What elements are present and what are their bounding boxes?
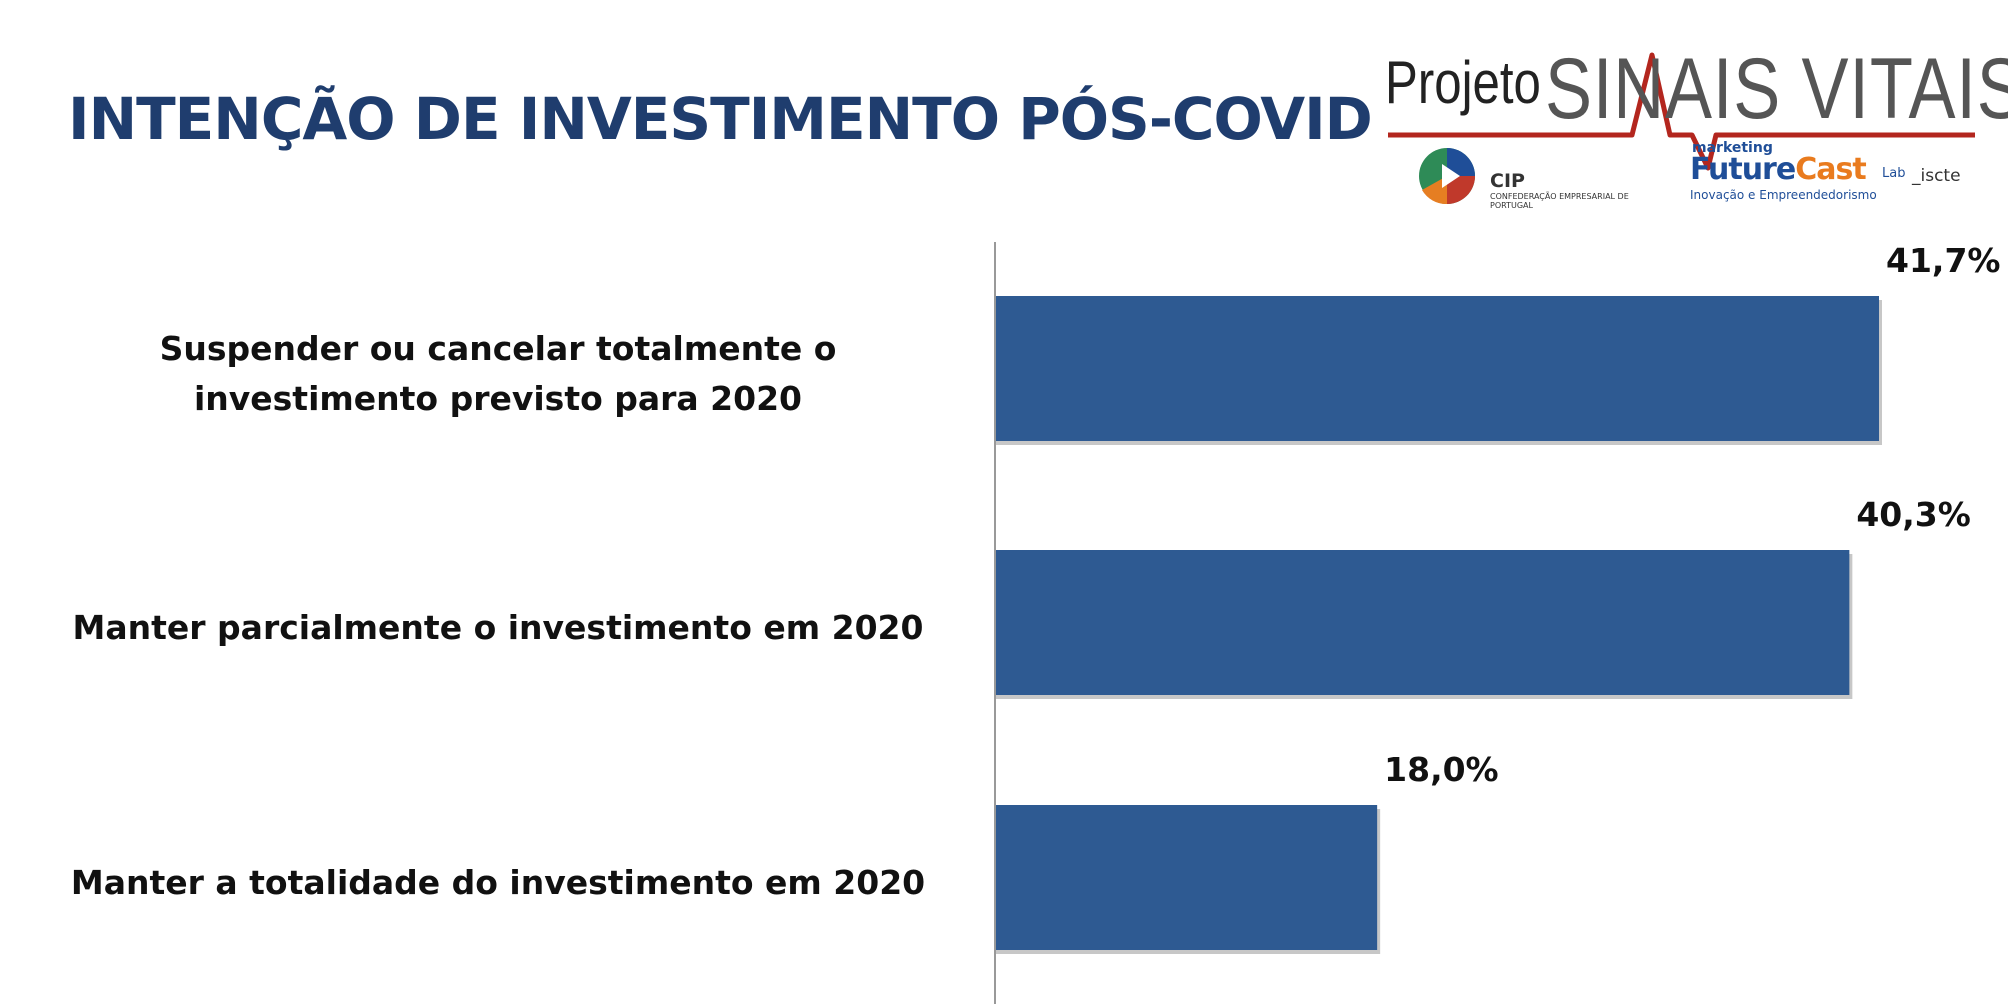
- sinais-vitais-logo: Projeto SINAIS VITAIS CIP CONFEDERAÇÃO E…: [1380, 40, 2008, 215]
- value-label-2: 40,3%: [1856, 495, 1971, 534]
- cip-logo-text: CIP: [1490, 170, 1525, 192]
- value-label-1: 41,7%: [1886, 241, 2001, 280]
- value-label-3: 18,0%: [1384, 750, 1499, 789]
- futurecast-future: Future: [1690, 152, 1796, 187]
- category-label-1: Suspender ou cancelar totalmente o inves…: [159, 328, 837, 418]
- page-title: INTENÇÃO DE INVESTIMENTO PÓS-COVID: [68, 85, 1373, 153]
- futurecast-lab-text: Lab: [1882, 166, 1906, 181]
- cip-logo-subtitle: CONFEDERAÇÃO EMPRESARIAL DE PORTUGAL: [1490, 192, 1629, 210]
- futurecast-marketing-text: marketing: [1692, 140, 1773, 156]
- category-label-2: Manter parcialmente o investimento em 20…: [72, 607, 924, 647]
- futurecast-logo-text: FutureCast: [1690, 152, 1867, 187]
- futurecast-cast: Cast: [1795, 152, 1866, 187]
- iscte-text: _iscte: [1912, 166, 1961, 186]
- bar-1: [996, 296, 1879, 441]
- inovacao-text: Inovação e Empreendedorismo: [1690, 188, 1877, 202]
- category-label-3: Manter a totalidade do investimento em 2…: [70, 862, 926, 902]
- logo-projeto-text: Projeto: [1385, 49, 1541, 116]
- bar-2: [996, 550, 1850, 695]
- bar-3: [996, 805, 1378, 950]
- logo-sinais-vitais-text: SINAIS VITAIS: [1545, 41, 2008, 137]
- heartbeat-line-icon: [1388, 52, 1975, 205]
